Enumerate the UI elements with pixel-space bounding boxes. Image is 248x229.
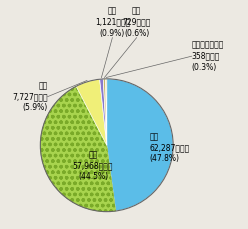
Wedge shape xyxy=(76,79,107,145)
Wedge shape xyxy=(107,79,173,211)
Text: 横領
7,727百万円
(5.9%): 横領 7,727百万円 (5.9%) xyxy=(12,81,48,112)
Text: 恐喝
1,121百万円
(0.9%): 恐喝 1,121百万円 (0.9%) xyxy=(95,6,130,38)
Wedge shape xyxy=(100,79,107,145)
Wedge shape xyxy=(106,79,107,145)
Text: 詐欺
62,287百万円
(47.8%): 詐欺 62,287百万円 (47.8%) xyxy=(150,132,190,163)
Wedge shape xyxy=(103,79,107,145)
Text: 窃盗
57,968百万円
(44.5%): 窃盗 57,968百万円 (44.5%) xyxy=(73,150,113,181)
Wedge shape xyxy=(40,86,116,212)
Text: 強盗
729百万円
(0.6%): 強盗 729百万円 (0.6%) xyxy=(123,6,151,38)
Text: 占有離脱物横領
358百万円
(0.3%): 占有離脱物横領 358百万円 (0.3%) xyxy=(192,41,224,72)
